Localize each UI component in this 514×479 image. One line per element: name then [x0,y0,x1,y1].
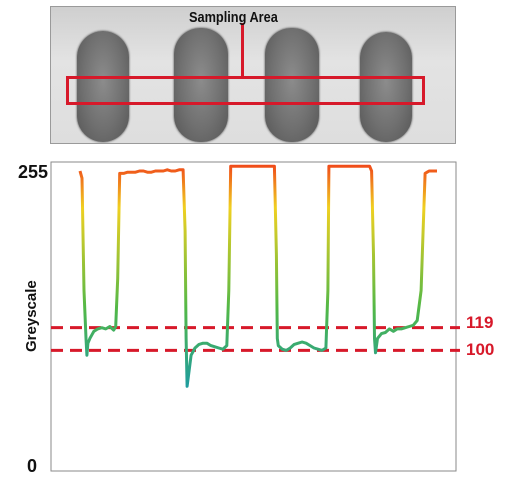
tablet-3 [265,28,319,142]
ref-label-100: 100 [466,340,494,359]
greyscale-profile-line [78,164,437,388]
y-tick-0: 0 [27,456,37,476]
tablet-1 [77,31,129,142]
sampling-area-rectangle [66,76,425,105]
y-tick-255: 255 [18,162,48,182]
tablet-4 [360,32,412,142]
sampling-area-pointer [241,23,244,77]
tablet-2 [174,28,228,142]
sampling-area-label: Sampling Area [189,9,278,26]
ref-label-119: 119 [466,313,493,332]
tablet-photo: Sampling Area [50,6,456,144]
plot-area [50,161,457,472]
y-axis-label: Greyscale [23,280,40,352]
